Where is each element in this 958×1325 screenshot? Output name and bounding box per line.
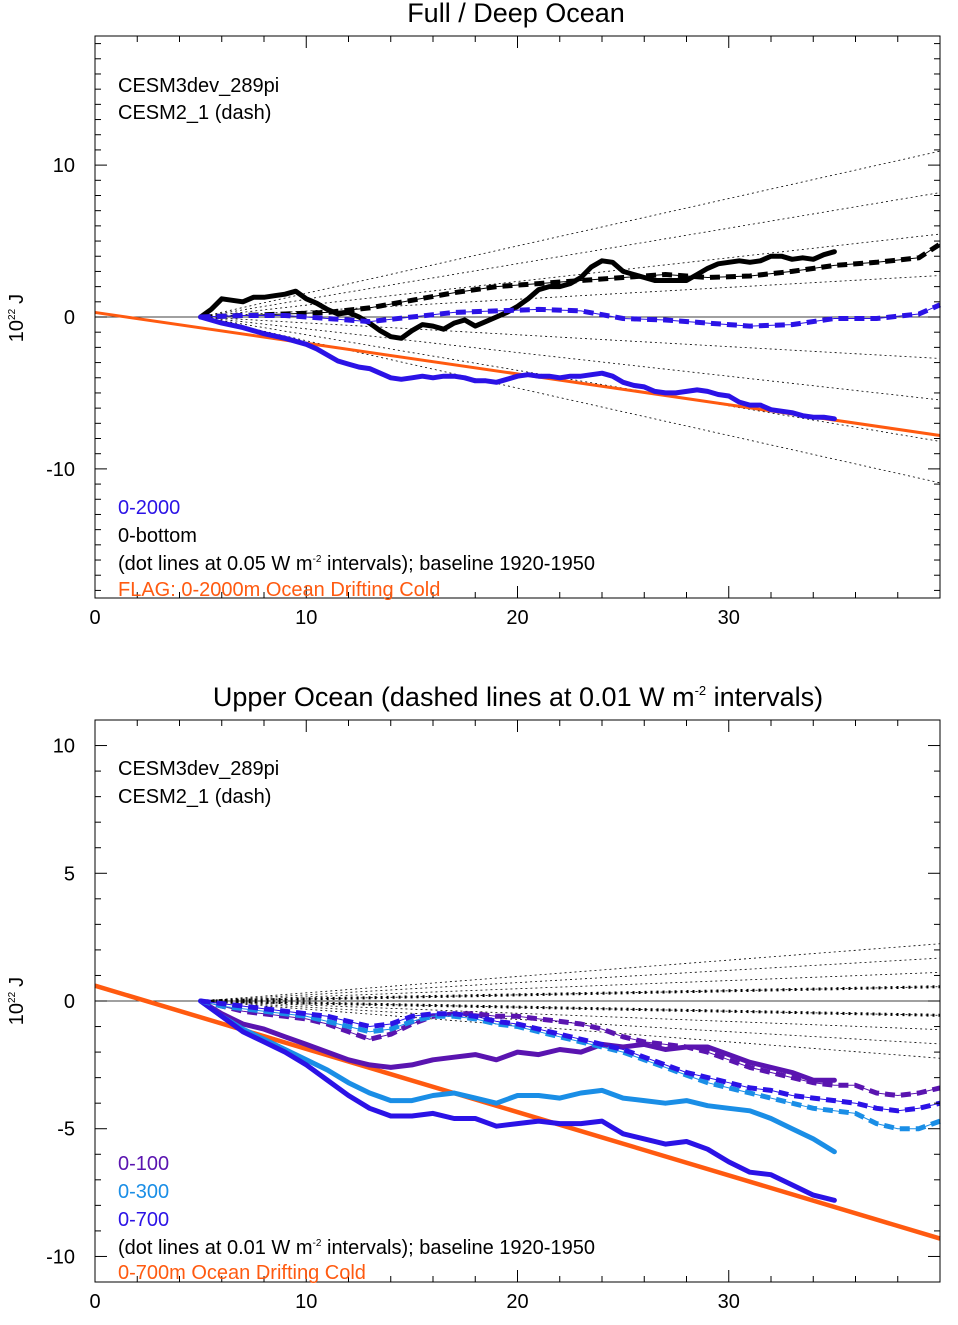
reference-dotted-line <box>200 275 941 318</box>
reference-dotted-line <box>200 1000 941 1016</box>
x-tick-label: 20 <box>506 1291 528 1313</box>
reference-dotted-line <box>200 316 941 401</box>
x-tick-label: 30 <box>718 1291 740 1313</box>
legend-model: CESM3dev_289pi <box>118 75 279 97</box>
legend-0-100: 0-100 <box>118 1153 169 1175</box>
reference-dotted-line <box>200 316 941 359</box>
y-axis-label: 1022J <box>6 977 28 1025</box>
series-0-2000 <box>198 314 837 422</box>
legend-0-300: 0-300 <box>118 1181 169 1203</box>
series-0-700 <box>198 998 837 1203</box>
series-lines <box>198 998 941 1203</box>
y-tick-label: 10 <box>53 155 75 177</box>
flag-label: 0-700m Ocean Drifting Cold <box>118 1262 366 1284</box>
y-tick-label: 0 <box>64 307 75 329</box>
reference-dotted-line <box>200 971 941 1002</box>
y-axis-label: 1022J <box>6 294 28 342</box>
reference-dotted-line <box>200 986 941 1002</box>
series-thin-0-2000-CESM2_1 <box>200 304 941 327</box>
reference-dotted-line <box>200 943 941 1002</box>
series-0-700-CESM2_1 <box>200 998 941 1114</box>
legend-model-dash: CESM2_1 (dash) <box>118 786 271 808</box>
series-0-bottom <box>198 249 837 341</box>
y-tick-label: -10 <box>46 459 75 481</box>
x-tick-label: 0 <box>89 607 100 629</box>
series-thin-0-100-CESM2_1 <box>200 1000 941 1097</box>
y-tick-label: -5 <box>57 1119 75 1141</box>
reference-dotted-line <box>200 1000 941 1059</box>
panel-upper-ocean: Upper Ocean (dashed lines at 0.01 W m-2 … <box>6 682 941 1313</box>
dot-lines-note: (dot lines at 0.01 W m-2 intervals); bas… <box>118 1237 595 1259</box>
panel-full-deep-ocean: Full / Deep Ocean 1022J 0 10 20 30 -10 0 10 CE… <box>6 0 942 629</box>
reference-dotted-line <box>200 150 941 318</box>
legend-0-2000: 0-2000 <box>118 497 180 519</box>
legend-model: CESM3dev_289pi <box>118 758 279 780</box>
legend-0-bottom: 0-bottom <box>118 525 197 547</box>
x-tick-label: 10 <box>295 1291 317 1313</box>
reference-dotted-line <box>200 316 941 442</box>
reference-dotted-line <box>200 233 941 318</box>
dot-lines-note: (dot lines at 0.05 W m-2 intervals); bas… <box>118 553 595 575</box>
x-tick-label: 0 <box>89 1291 100 1313</box>
panel-title: Upper Ocean (dashed lines at 0.01 W m-2 … <box>213 682 823 712</box>
y-tick-label: 0 <box>64 991 75 1013</box>
legend-0-700: 0-700 <box>118 1209 169 1231</box>
x-tick-label: 30 <box>718 607 740 629</box>
y-tick-label: -10 <box>46 1246 75 1268</box>
series-0-100 <box>198 998 837 1083</box>
legend-model-dash: CESM2_1 (dash) <box>118 102 271 124</box>
axis-ticks: 0 10 20 30 -10 0 10 <box>46 36 941 629</box>
reference-dotted-line <box>200 957 941 1002</box>
reference-dotted-line <box>200 316 941 484</box>
panel-title: Full / Deep Ocean <box>407 0 625 28</box>
y-tick-label: 10 <box>53 736 75 758</box>
x-tick-label: 10 <box>295 607 317 629</box>
series-thin-0-bottom-CESM2_1 <box>200 243 941 318</box>
series-0-300 <box>198 998 837 1155</box>
flag-label: FLAG: 0-2000m Ocean Drifting Cold <box>118 579 440 601</box>
x-tick-label: 20 <box>506 607 528 629</box>
axis-ticks: 0 10 20 30 -10 -5 0 5 10 <box>46 719 941 1313</box>
reference-dotted-line <box>200 1000 941 1031</box>
y-tick-label: 5 <box>64 863 75 885</box>
series-lines <box>198 242 942 422</box>
series-0-300-CESM2_1 <box>200 998 941 1132</box>
